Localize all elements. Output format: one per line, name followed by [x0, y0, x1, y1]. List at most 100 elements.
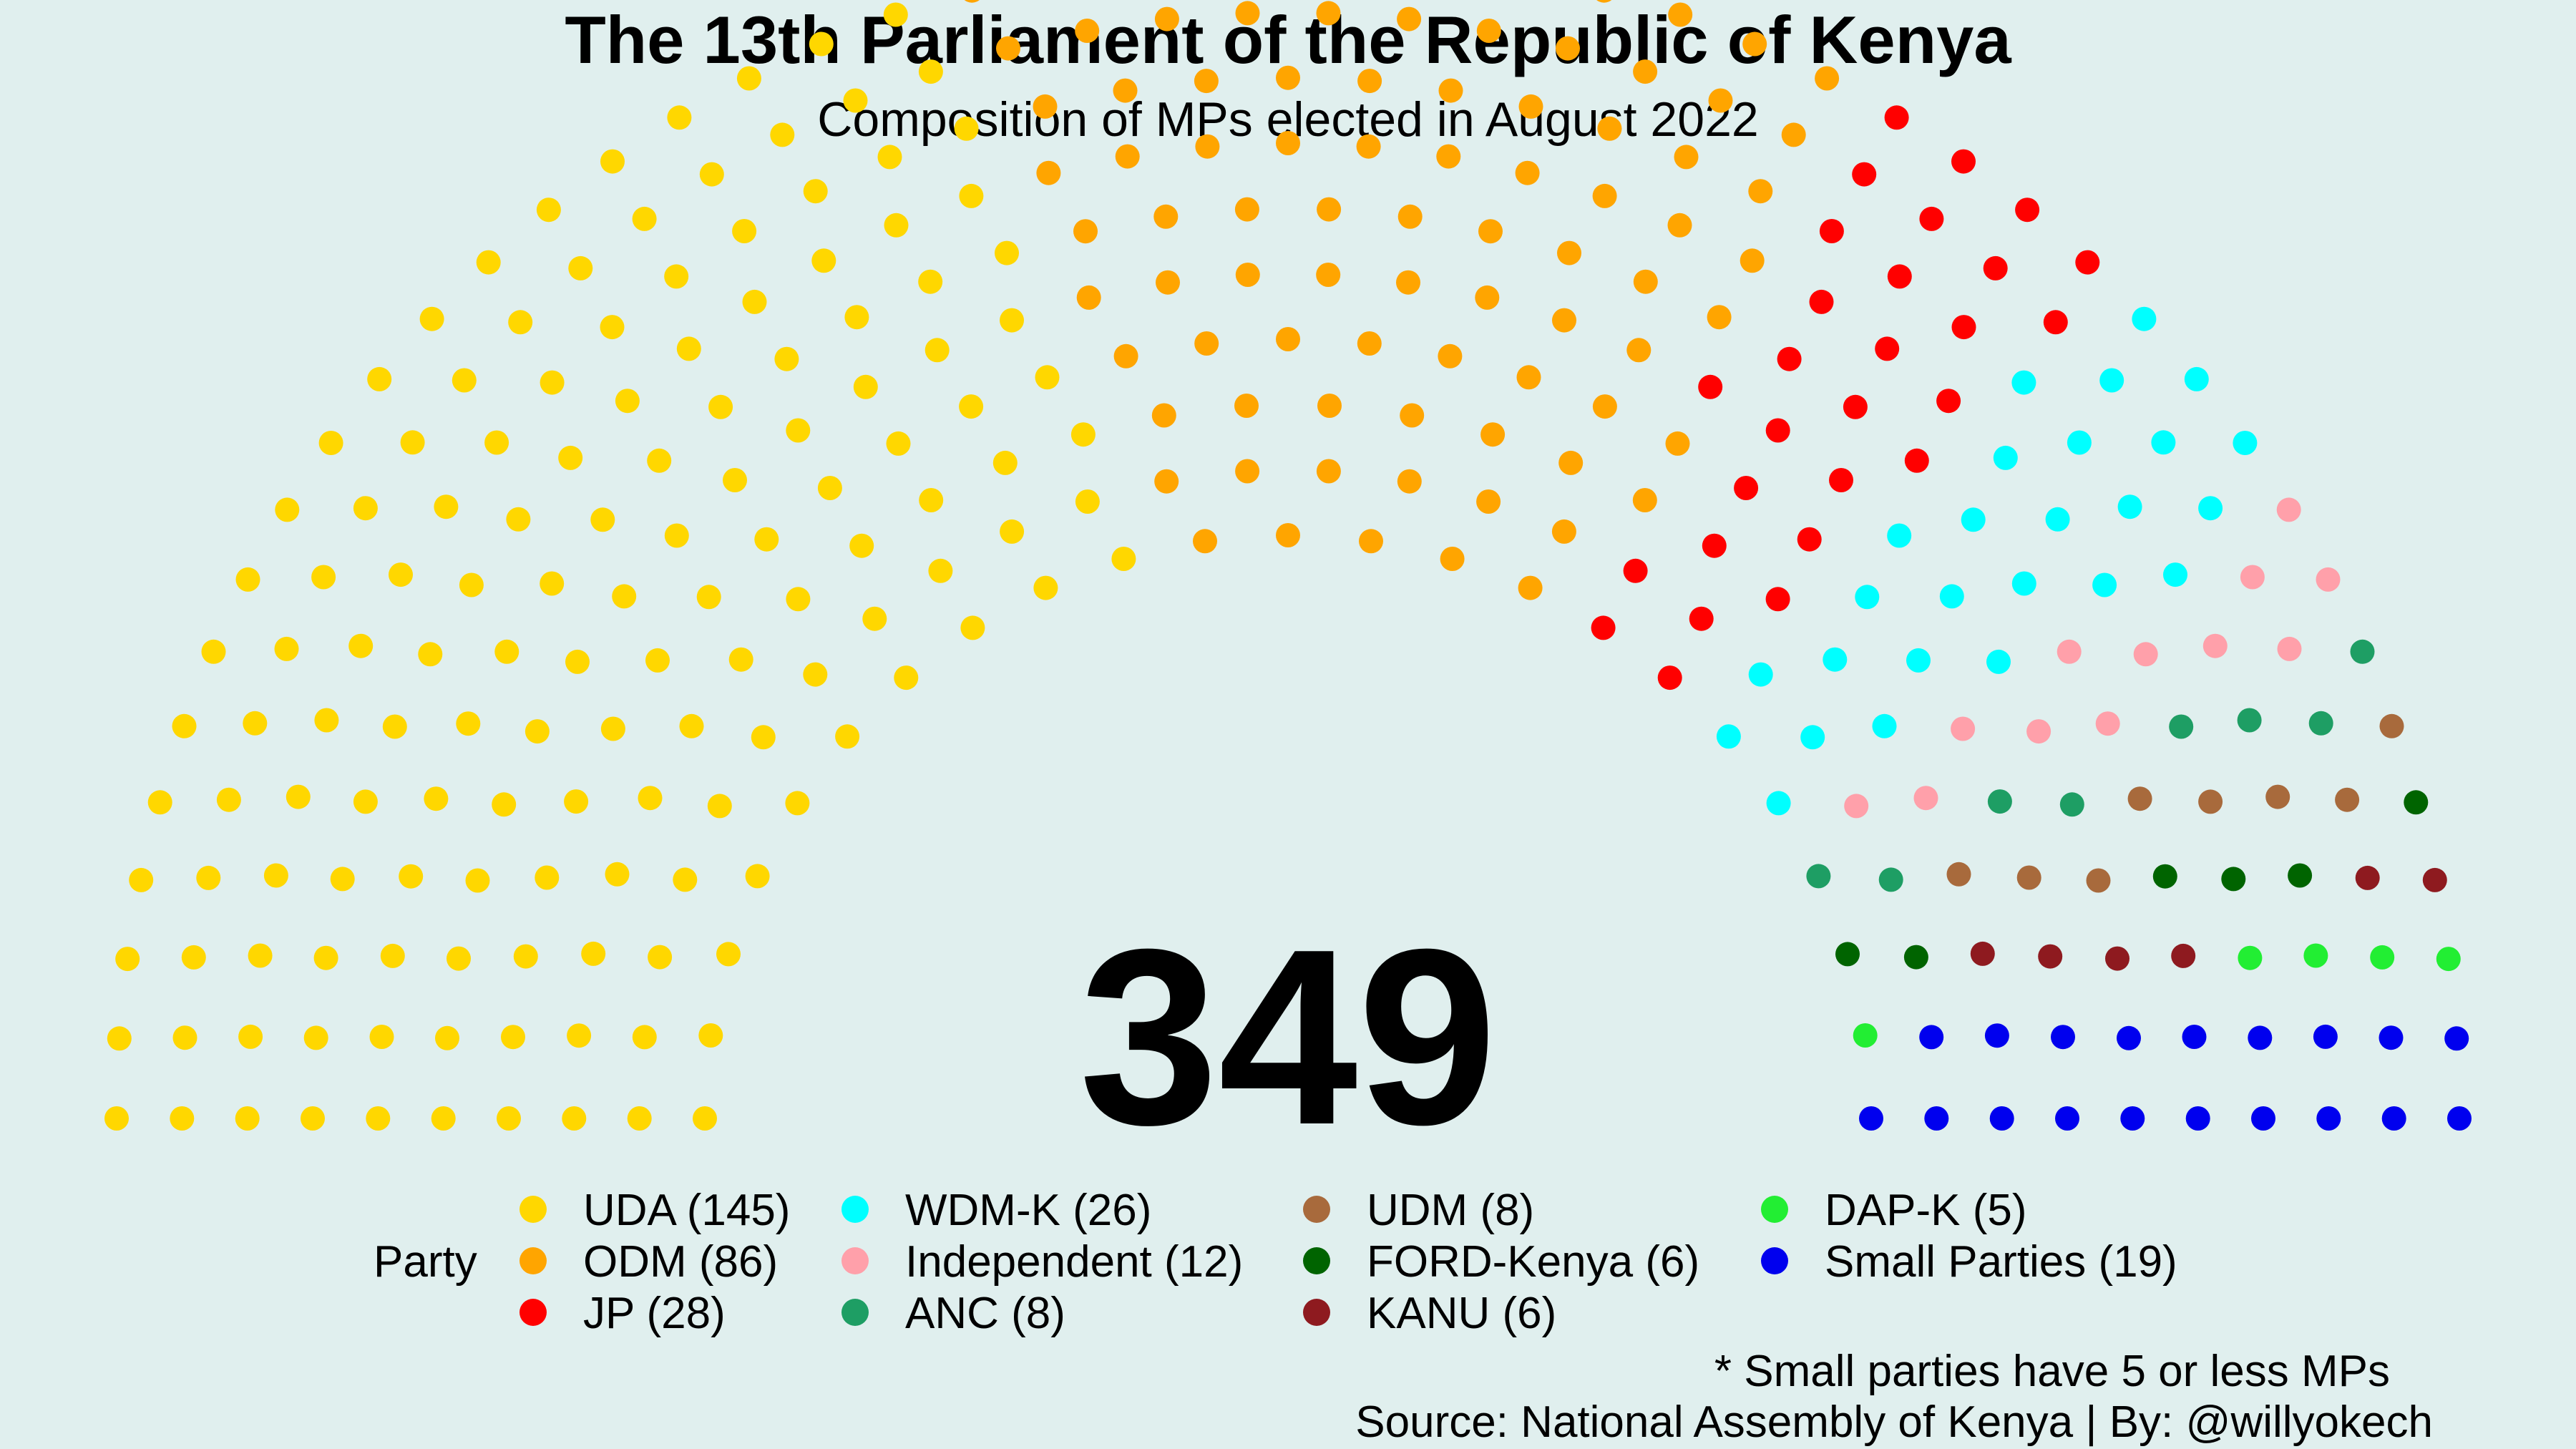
- seat-dot-small-parties: [2251, 1106, 2275, 1131]
- seat-dot-uda: [399, 864, 424, 889]
- legend-label-dap-k: DAP-K (5): [1825, 1186, 2026, 1235]
- seat-dot-uda: [673, 867, 698, 892]
- seat-dot-uda: [434, 494, 459, 519]
- seat-dot-uda: [494, 639, 519, 664]
- legend-label-small-parties: Small Parties (19): [1825, 1237, 2177, 1287]
- seat-dot-odm: [1195, 134, 1220, 159]
- seat-dot-wdm-k: [2117, 494, 2142, 519]
- seat-dot-uda: [303, 1025, 328, 1050]
- seat-dot-uda: [751, 725, 776, 750]
- seat-dot-dap-k: [2238, 945, 2263, 970]
- seat-dot-uda: [274, 636, 299, 661]
- seat-dot-uda: [275, 497, 300, 522]
- seat-dot-odm: [1480, 422, 1506, 447]
- seat-dot-odm: [1073, 219, 1098, 244]
- seat-dot-uda: [201, 639, 226, 664]
- seat-dot-uda: [216, 787, 241, 812]
- seat-dot-jp: [1819, 219, 1844, 243]
- seat-dot-uda: [1035, 365, 1060, 390]
- seat-dot-ford-kenya: [2221, 867, 2246, 892]
- seat-dot-small-parties: [2182, 1025, 2207, 1049]
- seat-dot-jp: [1702, 533, 1727, 558]
- seat-dot-independent: [2316, 567, 2341, 592]
- seat-dot-uda: [1075, 489, 1100, 514]
- seat-dot-uda: [835, 724, 860, 749]
- seat-dot-uda: [558, 445, 583, 470]
- seat-dot-jp: [2043, 310, 2068, 335]
- seat-dot-wdm-k: [1766, 791, 1791, 816]
- legend-key-jp: [519, 1299, 547, 1326]
- seat-dot-odm: [1235, 459, 1260, 484]
- seat-dot-jp: [1698, 374, 1723, 399]
- seat-dot-uda: [648, 945, 673, 970]
- seat-dot-uda: [645, 648, 670, 673]
- seat-dot-odm: [1235, 263, 1260, 287]
- seat-dot-odm: [1115, 144, 1140, 169]
- seat-dot-odm: [1113, 78, 1138, 103]
- seat-dot-odm: [996, 36, 1020, 61]
- seat-dot-uda: [877, 145, 902, 170]
- seat-dot-wdm-k: [1716, 724, 1741, 749]
- seat-dot-uda: [115, 947, 140, 972]
- seat-dot-odm: [1592, 183, 1617, 208]
- seat-dot-anc: [2059, 792, 2084, 817]
- seat-dot-odm: [1626, 338, 1652, 363]
- seat-dot-uda: [918, 269, 943, 294]
- seat-dot-uda: [196, 865, 221, 890]
- seat-dot-small-parties: [2051, 1025, 2075, 1050]
- seat-dot-uda: [318, 431, 343, 455]
- seat-dot-uda: [732, 219, 757, 243]
- seat-dot-odm: [1674, 145, 1699, 170]
- seat-dot-uda: [243, 711, 268, 736]
- seat-dot-jp: [1657, 665, 1682, 691]
- seat-dot-uda: [843, 88, 868, 113]
- seat-dot-odm: [1234, 197, 1259, 222]
- seat-dot-uda: [960, 615, 985, 640]
- seat-dot-jp: [1591, 615, 1616, 640]
- legend-key-uda: [519, 1196, 547, 1223]
- seat-dot-wdm-k: [1855, 585, 1880, 610]
- seat-dot-dap-k: [2436, 947, 2461, 972]
- legend-label-uda: UDA (145): [583, 1186, 790, 1235]
- legend-key-dap-k: [1761, 1196, 1788, 1223]
- seat-dot-odm: [1357, 69, 1382, 94]
- seat-dot-udm: [2016, 865, 2041, 890]
- seat-dot-odm: [1592, 394, 1617, 419]
- seat-dot-odm: [1234, 394, 1259, 418]
- seat-dot-uda: [235, 1106, 260, 1131]
- seat-dot-wdm-k: [1961, 507, 1986, 532]
- seat-dot-odm: [1668, 2, 1693, 27]
- seat-dot-odm: [1440, 547, 1465, 571]
- seat-dot-uda: [817, 476, 842, 500]
- legend-key-independent: [841, 1247, 869, 1274]
- seat-dot-uda: [647, 448, 672, 473]
- seat-dot-uda: [492, 792, 517, 817]
- seat-dot-odm: [1316, 263, 1341, 287]
- seat-dot-odm: [1740, 248, 1765, 273]
- seat-dot-uda: [465, 868, 490, 893]
- seat-dot-uda: [286, 784, 311, 809]
- legend-key-udm: [1303, 1196, 1330, 1223]
- legend-key-kanu: [1303, 1299, 1330, 1326]
- seat-dot-small-parties: [2379, 1025, 2404, 1050]
- seat-dot-odm: [1033, 94, 1058, 119]
- seat-dot-anc: [2350, 639, 2375, 664]
- seat-dot-uda: [785, 791, 810, 816]
- seat-dot-wdm-k: [2151, 430, 2176, 455]
- seat-dot-dap-k: [2303, 943, 2328, 968]
- seat-dot-kanu: [2038, 944, 2063, 969]
- seat-dot-uda: [419, 306, 444, 331]
- seat-dot-uda: [353, 496, 378, 521]
- seat-dot-uda: [707, 794, 732, 819]
- seat-dot-odm: [1397, 6, 1422, 31]
- seat-dot-anc: [2308, 711, 2333, 736]
- seat-dot-wdm-k: [1939, 584, 1964, 609]
- seat-dot-uda: [849, 533, 874, 558]
- seat-dot-kanu: [2355, 865, 2380, 890]
- seat-dot-uda: [844, 305, 869, 330]
- seat-dot-uda: [918, 59, 943, 84]
- seat-dot-odm: [1276, 327, 1300, 351]
- seat-dot-small-parties: [1984, 1023, 2009, 1048]
- seat-dot-ford-kenya: [2152, 864, 2177, 889]
